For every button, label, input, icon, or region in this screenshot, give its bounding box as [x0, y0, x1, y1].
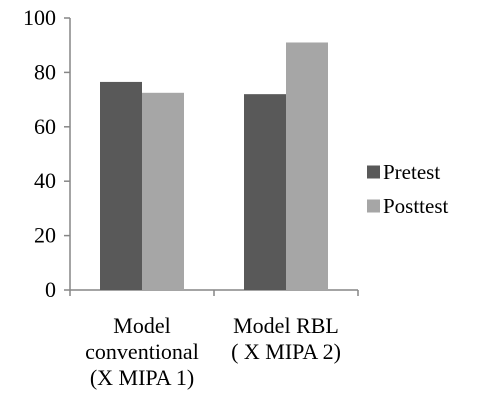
y-axis: 0 20 40 60 80 100: [23, 5, 71, 302]
bar-pretest-2: [244, 94, 286, 290]
x-category-label: Model RBL: [233, 313, 339, 338]
y-tick-label: 100: [23, 5, 56, 30]
x-axis: [69, 289, 359, 296]
x-category-label: ( X MIPA 2): [231, 339, 341, 364]
legend-label-posttest: Posttest: [383, 194, 449, 218]
legend-swatch-posttest: [367, 199, 380, 213]
legend-label-pretest: Pretest: [383, 160, 440, 184]
y-tick-label: 60: [34, 114, 56, 139]
bars: [100, 42, 328, 291]
x-category-label: (X MIPA 1): [90, 365, 194, 390]
y-tick-label: 20: [34, 223, 56, 248]
legend-swatch-pretest: [367, 165, 380, 179]
y-tick-label: 40: [34, 168, 56, 193]
bar-posttest-1: [142, 92, 184, 290]
y-tick-label: 80: [34, 59, 56, 84]
x-category-label: Model: [113, 313, 170, 338]
bar-posttest-2: [286, 42, 328, 291]
legend: Pretest Posttest: [367, 160, 449, 218]
y-tick-label: 0: [45, 277, 56, 302]
bar-pretest-1: [100, 81, 142, 290]
x-category-label: conventional: [85, 339, 199, 364]
